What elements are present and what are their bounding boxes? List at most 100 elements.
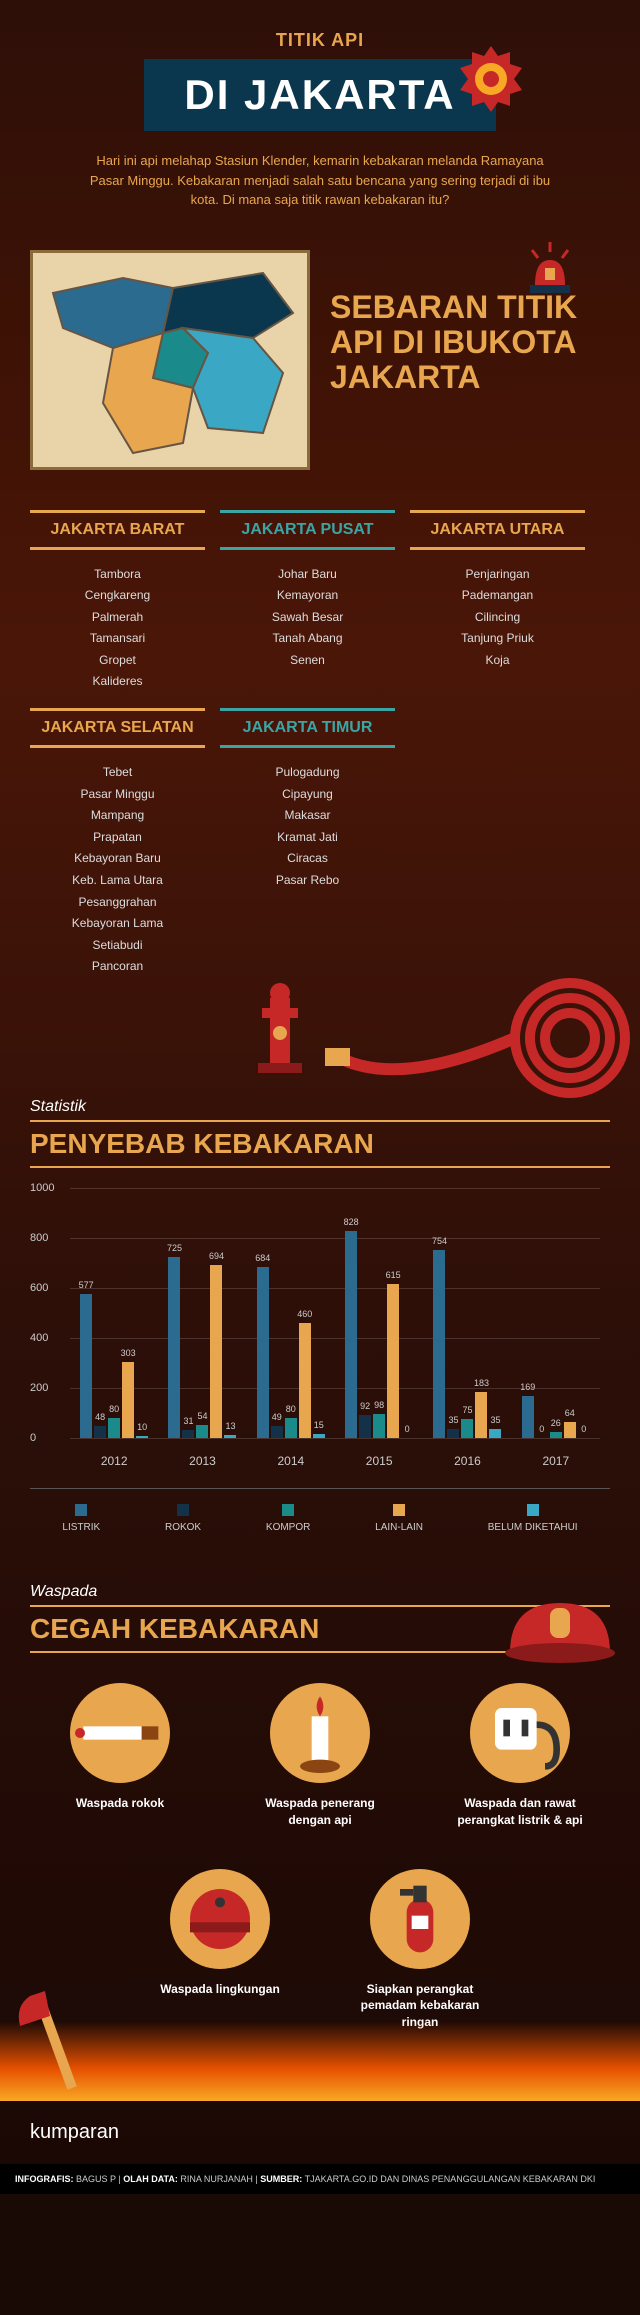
stats-section: Statistik PENYEBAB KEBAKARAN 02004006008… (0, 1078, 640, 1553)
region-list: Johar BaruKemayoranSawah BesarTanah Aban… (220, 564, 395, 672)
y-axis-label: 1000 (30, 1182, 54, 1194)
extinguisher-icon (370, 1869, 470, 1969)
region-item: Pademangan (410, 585, 585, 607)
region-list: PenjaringanPademanganCilincingTanjung Pr… (410, 564, 585, 672)
region-item: Kramat Jati (220, 827, 395, 849)
x-axis-label: 2013 (189, 1454, 216, 1468)
bar: 48 (94, 1426, 106, 1438)
bar: 13 (224, 1435, 236, 1438)
bar: 684 (257, 1267, 269, 1438)
bar-value: 75 (462, 1405, 472, 1415)
x-axis-label: 2017 (542, 1454, 569, 1468)
prevent-item: Siapkan perangkat pemadam kebakaran ring… (350, 1869, 490, 2031)
region-item: Tebet (30, 762, 205, 784)
region-item: Pasar Minggu (30, 784, 205, 806)
infographic-container: TITIK API DI JAKARTA Hari ini api melaha… (0, 0, 640, 2194)
bar: 10 (136, 1436, 148, 1439)
bar: 828 (345, 1231, 357, 1438)
bar-value: 98 (374, 1400, 384, 1410)
prevent-label: Waspada penerang dengan api (250, 1795, 390, 1829)
region-item: Gropet (30, 650, 205, 672)
bar-value: 0 (405, 1424, 410, 1434)
bar: 15 (313, 1434, 325, 1438)
year-group: 82892986150 (345, 1231, 413, 1438)
candle-icon (270, 1683, 370, 1783)
region-item: Koja (410, 650, 585, 672)
region-item: Sawah Besar (220, 607, 395, 629)
bar-value: 303 (121, 1348, 136, 1358)
bar-value: 49 (272, 1412, 282, 1422)
flames-decoration (0, 2021, 640, 2101)
bar-value: 31 (183, 1416, 193, 1426)
bar-value: 80 (109, 1404, 119, 1414)
region-item: Pasar Rebo (220, 870, 395, 892)
region-item: Prapatan (30, 827, 205, 849)
prevent-label: Waspada lingkungan (150, 1981, 290, 1998)
map-section: SEBARAN TITIK API DI IBUKOTA JAKARTA (0, 230, 640, 490)
legend-item: KOMPOR (266, 1504, 310, 1533)
prevent-grid: Waspada rokokWaspada penerang dengan api… (30, 1683, 610, 2031)
credit-value: TJAKARTA.GO.ID DAN DINAS PENANGGULANGAN … (305, 2174, 596, 2184)
bar-value: 577 (79, 1280, 94, 1290)
bell-icon (170, 1869, 270, 1969)
year-group: 684498046015 (257, 1267, 325, 1438)
bar: 80 (108, 1418, 120, 1438)
bar-value: 684 (255, 1253, 270, 1263)
intro-text: Hari ini api melahap Stasiun Klender, ke… (80, 151, 560, 210)
bar: 98 (373, 1414, 385, 1439)
bar: 75 (461, 1419, 473, 1438)
region-item: Kemayoran (220, 585, 395, 607)
region-item: Pesanggrahan (30, 892, 205, 914)
prevent-item: Waspada dan rawat perangkat listrik & ap… (450, 1683, 590, 1829)
region-item: Mampang (30, 805, 205, 827)
region-item: Tanjung Priuk (410, 628, 585, 650)
bar-value: 35 (490, 1415, 500, 1425)
bar: 303 (122, 1362, 134, 1438)
region-name: JAKARTA TIMUR (220, 708, 395, 748)
publisher-logo: kumparan (0, 2101, 640, 2164)
credit-label: INFOGRAFIS: (15, 2174, 74, 2184)
region-item: Cilincing (410, 607, 585, 629)
bar: 35 (489, 1429, 501, 1438)
bar-value: 10 (137, 1422, 147, 1432)
credit-label: OLAH DATA: (123, 2174, 178, 2184)
credit-label: SUMBER: (260, 2174, 302, 2184)
year-group: 577488030310 (80, 1294, 148, 1438)
prevent-label: Waspada dan rawat perangkat listrik & ap… (450, 1795, 590, 1829)
legend-item: LISTRIK (62, 1504, 100, 1533)
bar: 615 (387, 1284, 399, 1438)
y-axis-label: 800 (30, 1232, 48, 1244)
bar: 49 (271, 1426, 283, 1438)
legend-swatch (393, 1504, 405, 1516)
prevent-item: Waspada lingkungan (150, 1869, 290, 2031)
bar: 64 (564, 1422, 576, 1438)
credits-bar: INFOGRAFIS: BAGUS P | OLAH DATA: RINA NU… (0, 2164, 640, 2194)
bar: 725 (168, 1257, 180, 1438)
bar: 183 (475, 1392, 487, 1438)
region-name: JAKARTA UTARA (410, 510, 585, 550)
legend-label: ROKOK (165, 1522, 201, 1533)
x-axis-label: 2016 (454, 1454, 481, 1468)
x-axis-label: 2015 (366, 1454, 393, 1468)
legend-item: LAIN-LAIN (375, 1504, 423, 1533)
bar-chart: 0200400600800100057748803031072531546941… (30, 1188, 610, 1468)
region-list: TamboraCengkarengPalmerahTamansariGropet… (30, 564, 205, 694)
credit-value: BAGUS P (76, 2174, 116, 2184)
bar: 460 (299, 1323, 311, 1438)
hydrant-decoration (0, 958, 640, 1078)
plug-icon (470, 1683, 570, 1783)
region-item: Keb. Lama Utara (30, 870, 205, 892)
region-card: JAKARTA PUSATJohar BaruKemayoranSawah Be… (220, 510, 395, 694)
y-axis-label: 400 (30, 1332, 48, 1344)
y-axis-label: 600 (30, 1282, 48, 1294)
bar-value: 0 (581, 1424, 586, 1434)
bar-value: 64 (565, 1408, 575, 1418)
bar-value: 828 (344, 1217, 359, 1227)
bar: 694 (210, 1265, 222, 1439)
bar: 35 (447, 1429, 459, 1438)
year-group: 725315469413 (168, 1257, 236, 1438)
bar-value: 725 (167, 1243, 182, 1253)
legend-label: KOMPOR (266, 1522, 310, 1533)
cigarette-icon (70, 1683, 170, 1783)
region-item: Cipayung (220, 784, 395, 806)
